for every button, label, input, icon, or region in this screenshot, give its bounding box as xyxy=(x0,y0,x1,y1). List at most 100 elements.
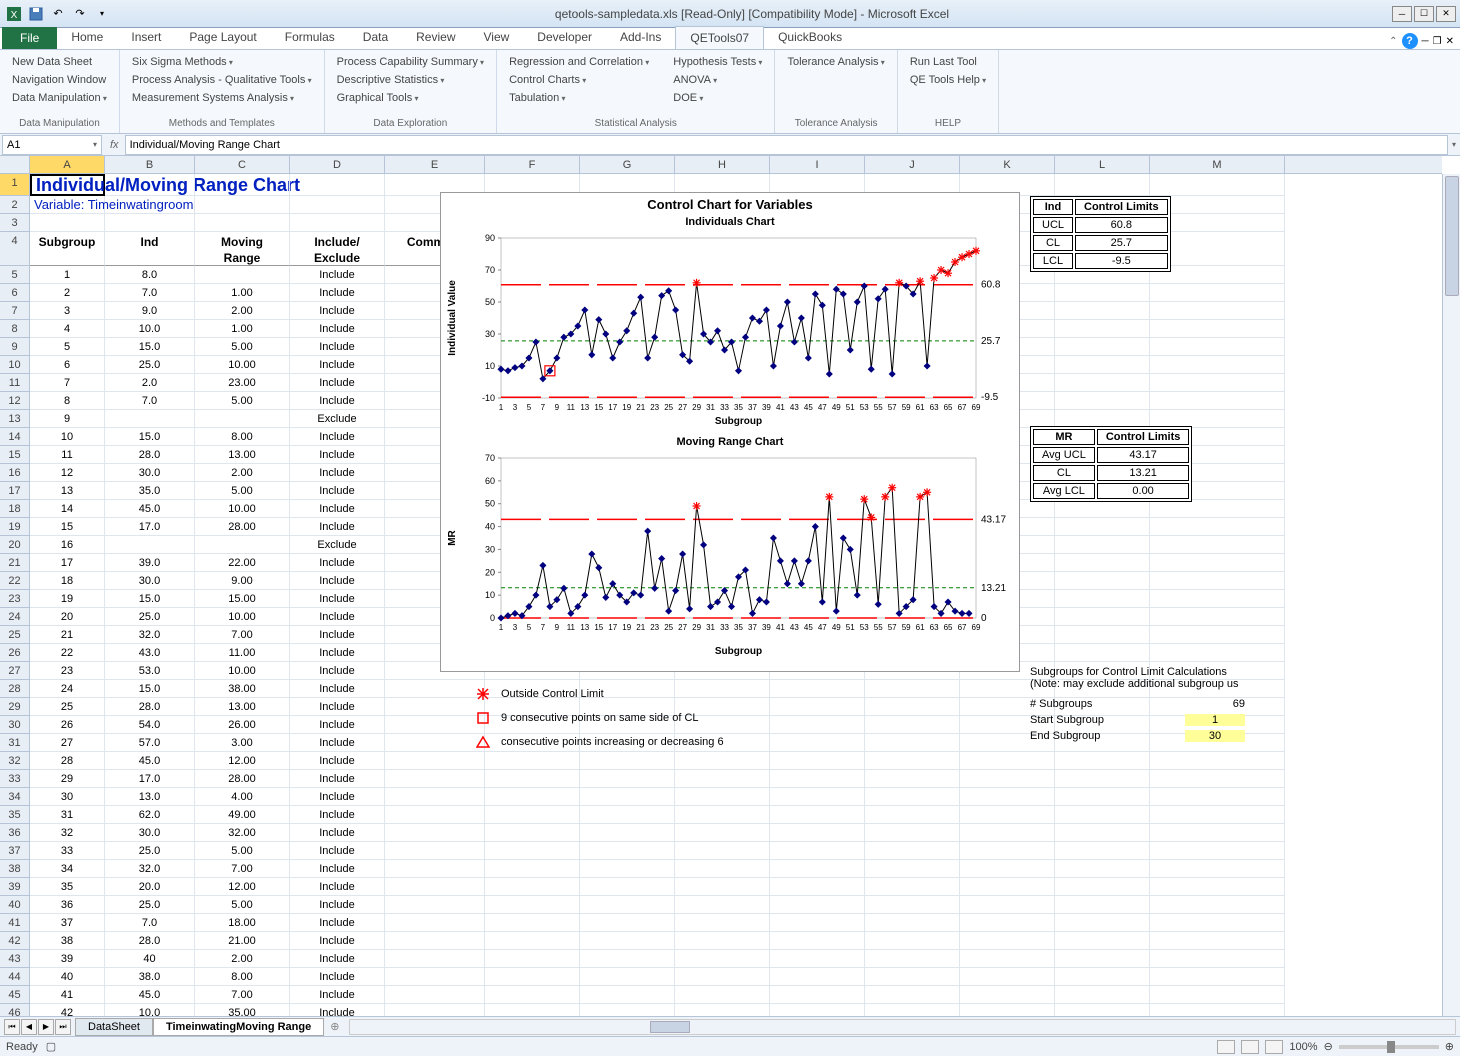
cell[interactable] xyxy=(1055,986,1150,1004)
column-header[interactable]: L xyxy=(1055,156,1150,173)
sheet-first-icon[interactable]: ⏮ xyxy=(4,1019,20,1035)
cell[interactable]: 25.0 xyxy=(105,608,195,626)
cell[interactable] xyxy=(385,770,485,788)
cell[interactable]: 10.00 xyxy=(195,356,290,374)
cell[interactable] xyxy=(485,842,580,860)
cell[interactable] xyxy=(485,986,580,1004)
cell[interactable]: Include xyxy=(290,266,385,284)
row-header[interactable]: 18 xyxy=(0,500,30,518)
cell[interactable]: 10.0 xyxy=(105,320,195,338)
cell[interactable]: Include xyxy=(290,554,385,572)
cell[interactable]: 40 xyxy=(105,950,195,968)
cell[interactable]: 38.0 xyxy=(105,968,195,986)
workbook-close-icon[interactable]: ✕ xyxy=(1446,36,1454,47)
cell[interactable]: Include xyxy=(290,446,385,464)
cell[interactable] xyxy=(675,986,770,1004)
cell[interactable] xyxy=(865,860,960,878)
cell[interactable] xyxy=(1055,968,1150,986)
cell[interactable]: Include xyxy=(290,734,385,752)
ribbon-tab-insert[interactable]: Insert xyxy=(117,26,175,49)
ribbon-item[interactable]: Hypothesis Tests xyxy=(669,54,766,70)
cell[interactable]: 11.00 xyxy=(195,644,290,662)
cell[interactable] xyxy=(385,842,485,860)
cell[interactable] xyxy=(865,752,960,770)
cell[interactable] xyxy=(675,770,770,788)
cell[interactable]: 28.0 xyxy=(105,932,195,950)
ribbon-item[interactable]: Tabulation xyxy=(505,90,653,106)
ribbon-item[interactable]: Data Manipulation xyxy=(8,90,111,106)
cell[interactable] xyxy=(1150,500,1285,518)
cell[interactable]: 13 xyxy=(30,482,105,500)
cell[interactable]: 9.00 xyxy=(195,572,290,590)
row-header[interactable]: 16 xyxy=(0,464,30,482)
cell[interactable]: Include xyxy=(290,320,385,338)
cell[interactable]: 4.00 xyxy=(195,788,290,806)
cell[interactable] xyxy=(770,680,865,698)
cell[interactable] xyxy=(865,986,960,1004)
cell[interactable]: 31 xyxy=(30,806,105,824)
cell[interactable] xyxy=(385,950,485,968)
cell[interactable]: Include xyxy=(290,698,385,716)
cell[interactable] xyxy=(960,896,1055,914)
ribbon-tab-view[interactable]: View xyxy=(470,26,524,49)
column-header[interactable]: M xyxy=(1150,156,1285,173)
cell[interactable] xyxy=(290,214,385,232)
ribbon-item[interactable]: Navigation Window xyxy=(8,72,111,88)
cell[interactable]: 30 xyxy=(30,788,105,806)
cell[interactable] xyxy=(290,196,385,214)
cell[interactable]: 53.0 xyxy=(105,662,195,680)
row-header[interactable]: 14 xyxy=(0,428,30,446)
row-header[interactable]: 5 xyxy=(0,266,30,284)
cell[interactable] xyxy=(485,806,580,824)
cell[interactable] xyxy=(1150,174,1285,196)
cell[interactable]: 32 xyxy=(30,824,105,842)
ribbon-item[interactable]: Control Charts xyxy=(505,72,653,88)
cell[interactable] xyxy=(290,174,385,196)
cell[interactable]: 16 xyxy=(30,536,105,554)
zoom-in-icon[interactable]: ⊕ xyxy=(1445,1040,1454,1053)
ribbon-tab-data[interactable]: Data xyxy=(349,26,402,49)
cell[interactable] xyxy=(1055,770,1150,788)
row-header[interactable]: 28 xyxy=(0,680,30,698)
cell[interactable] xyxy=(770,734,865,752)
cell[interactable] xyxy=(770,788,865,806)
cell[interactable] xyxy=(105,536,195,554)
cell[interactable] xyxy=(485,914,580,932)
row-header[interactable]: 8 xyxy=(0,320,30,338)
cell[interactable]: 57.0 xyxy=(105,734,195,752)
cell[interactable]: Include xyxy=(290,806,385,824)
cell[interactable]: 10.00 xyxy=(195,662,290,680)
cell[interactable] xyxy=(1055,860,1150,878)
cell[interactable] xyxy=(385,932,485,950)
cell[interactable]: 15.0 xyxy=(105,590,195,608)
column-header[interactable]: C xyxy=(195,156,290,173)
cell[interactable] xyxy=(105,410,195,428)
cell[interactable]: 9 xyxy=(30,410,105,428)
cell[interactable] xyxy=(385,806,485,824)
zoom-slider[interactable] xyxy=(1339,1045,1439,1049)
cell[interactable] xyxy=(195,174,290,196)
cell[interactable] xyxy=(1055,824,1150,842)
cell[interactable] xyxy=(485,932,580,950)
cell[interactable] xyxy=(1150,842,1285,860)
cell[interactable] xyxy=(865,698,960,716)
cell[interactable] xyxy=(770,968,865,986)
row-header[interactable]: 25 xyxy=(0,626,30,644)
cell[interactable]: Include xyxy=(290,482,385,500)
cell[interactable] xyxy=(960,986,1055,1004)
cell[interactable] xyxy=(485,950,580,968)
cell[interactable]: 15.0 xyxy=(105,428,195,446)
cell[interactable]: 43.0 xyxy=(105,644,195,662)
cell[interactable]: Include xyxy=(290,464,385,482)
cell[interactable] xyxy=(580,986,675,1004)
cell[interactable] xyxy=(385,896,485,914)
ribbon-item[interactable]: Tolerance Analysis xyxy=(783,54,888,70)
cell[interactable] xyxy=(770,752,865,770)
cell[interactable]: 27 xyxy=(30,734,105,752)
cell[interactable] xyxy=(675,914,770,932)
cell[interactable]: 21 xyxy=(30,626,105,644)
cell[interactable]: 17 xyxy=(30,554,105,572)
macro-record-icon[interactable]: ▢ xyxy=(46,1040,56,1053)
cell[interactable]: Individual/Moving Range Chart xyxy=(30,174,105,196)
cell[interactable] xyxy=(105,196,195,214)
